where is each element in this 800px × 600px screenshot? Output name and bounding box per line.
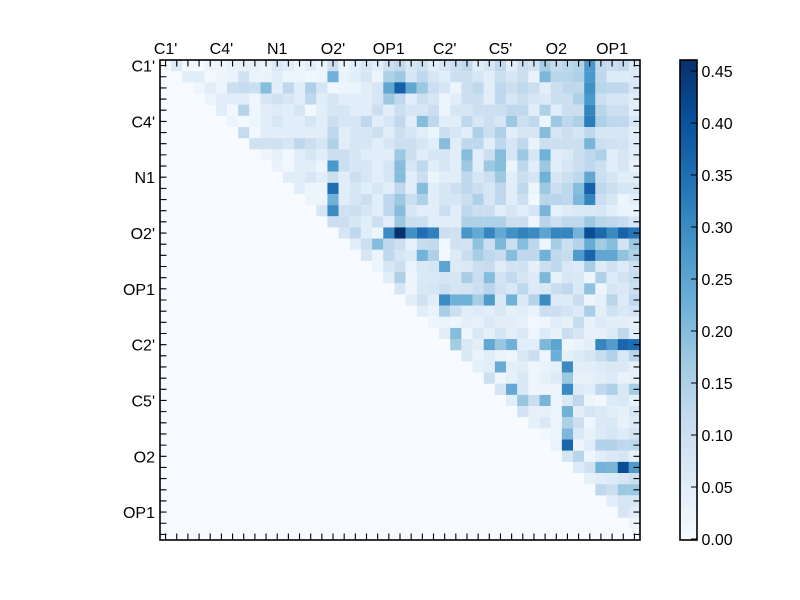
svg-text:0.05: 0.05 xyxy=(702,480,733,497)
svg-text:C1': C1' xyxy=(131,59,155,76)
svg-text:0.20: 0.20 xyxy=(702,324,733,341)
svg-text:O2: O2 xyxy=(134,449,155,466)
svg-text:0.35: 0.35 xyxy=(702,168,733,185)
svg-text:0.30: 0.30 xyxy=(702,220,733,237)
svg-text:C4': C4' xyxy=(210,41,234,58)
svg-text:C5': C5' xyxy=(489,41,513,58)
svg-text:O2': O2' xyxy=(131,226,155,243)
svg-text:C4': C4' xyxy=(131,114,155,131)
svg-text:O2: O2 xyxy=(546,41,567,58)
svg-text:OP1: OP1 xyxy=(123,505,155,522)
svg-text:C1': C1' xyxy=(154,41,178,58)
svg-text:0.45: 0.45 xyxy=(702,64,733,81)
svg-text:0.00: 0.00 xyxy=(702,532,733,549)
svg-text:OP1: OP1 xyxy=(123,282,155,299)
svg-text:C2': C2' xyxy=(131,338,155,355)
svg-text:C2': C2' xyxy=(433,41,457,58)
svg-text:C5': C5' xyxy=(131,394,155,411)
svg-text:0.40: 0.40 xyxy=(702,116,733,133)
svg-text:0.25: 0.25 xyxy=(702,272,733,289)
svg-text:OP1: OP1 xyxy=(373,41,405,58)
svg-text:OP1: OP1 xyxy=(596,41,628,58)
svg-text:N1: N1 xyxy=(267,41,288,58)
svg-text:0.15: 0.15 xyxy=(702,376,733,393)
svg-text:O2': O2' xyxy=(321,41,345,58)
svg-text:N1: N1 xyxy=(135,170,156,187)
svg-text:0.10: 0.10 xyxy=(702,428,733,445)
